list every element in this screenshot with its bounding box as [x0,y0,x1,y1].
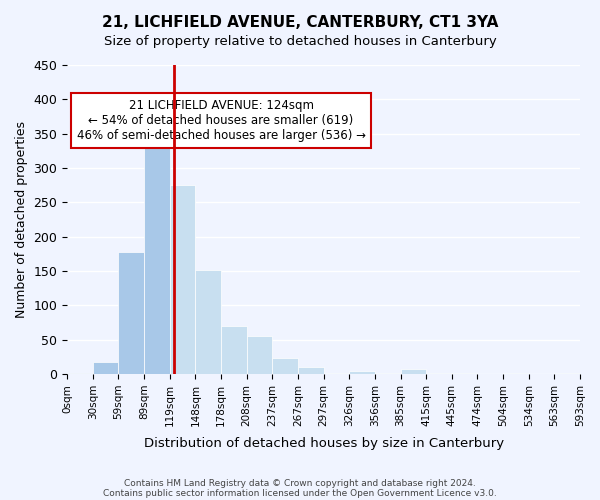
Bar [272,358,298,374]
Bar [67,372,93,374]
Bar [247,336,272,374]
Bar [323,372,349,374]
Bar [170,185,196,374]
X-axis label: Distribution of detached houses by size in Canterbury: Distribution of detached houses by size … [143,437,503,450]
Text: Contains public sector information licensed under the Open Government Licence v3: Contains public sector information licen… [103,488,497,498]
Bar [196,270,221,374]
Bar [401,369,426,374]
Bar [144,124,170,374]
Text: 21 LICHFIELD AVENUE: 124sqm
← 54% of detached houses are smaller (619)
46% of se: 21 LICHFIELD AVENUE: 124sqm ← 54% of det… [77,99,365,142]
Bar [221,326,247,374]
Text: 21, LICHFIELD AVENUE, CANTERBURY, CT1 3YA: 21, LICHFIELD AVENUE, CANTERBURY, CT1 3Y… [102,15,498,30]
Bar [349,370,375,374]
Text: Size of property relative to detached houses in Canterbury: Size of property relative to detached ho… [104,35,496,48]
Bar [118,252,144,374]
Bar [93,362,118,374]
Text: Contains HM Land Registry data © Crown copyright and database right 2024.: Contains HM Land Registry data © Crown c… [124,478,476,488]
Bar [298,367,323,374]
Y-axis label: Number of detached properties: Number of detached properties [15,121,28,318]
